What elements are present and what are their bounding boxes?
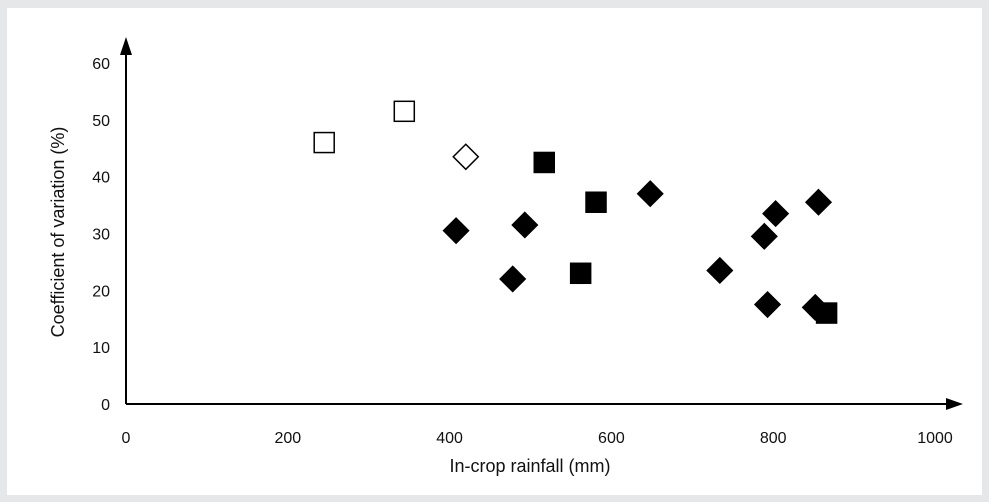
filled-diamond-point [707, 258, 732, 283]
filled-square-point [586, 192, 606, 212]
filled-diamond-point [638, 181, 663, 206]
x-tick-label: 600 [598, 430, 625, 447]
x-tick-label: 0 [122, 430, 131, 447]
open-square-point [314, 133, 334, 153]
y-tick-label: 50 [92, 113, 110, 130]
filled-diamond-point [444, 218, 469, 243]
y-axis-arrow [120, 37, 132, 55]
filled-diamond-point [752, 224, 777, 249]
y-tick-label: 40 [92, 170, 110, 187]
x-axis-arrow [946, 398, 963, 410]
data-markers [314, 101, 836, 323]
y-tick-label: 30 [92, 227, 110, 244]
y-tick-label: 60 [92, 56, 110, 73]
y-tick-label: 20 [92, 283, 110, 300]
filled-square-point [817, 303, 837, 323]
filled-diamond-point [806, 190, 831, 215]
y-tick-label: 0 [101, 397, 110, 414]
x-tick-label: 800 [760, 430, 787, 447]
open-diamond-point [453, 144, 478, 169]
x-tick-label: 400 [436, 430, 463, 447]
axes [120, 37, 963, 410]
y-axis-label: Coefficient of variation (%) [48, 127, 68, 338]
filled-diamond-point [512, 212, 537, 237]
open-square-point [394, 101, 414, 121]
filled-square-point [571, 263, 591, 283]
filled-diamond-point [500, 266, 525, 291]
filled-diamond-point [755, 292, 780, 317]
filled-diamond-point [763, 201, 788, 226]
x-tick-label: 200 [274, 430, 301, 447]
tick-labels: 0 200 400 600 800 1000 0 10 20 30 40 50 60 [92, 56, 953, 447]
x-tick-label: 1000 [917, 430, 953, 447]
x-axis-label: In-crop rainfall (mm) [449, 456, 610, 476]
filled-square-point [534, 152, 554, 172]
y-tick-label: 10 [92, 340, 110, 357]
